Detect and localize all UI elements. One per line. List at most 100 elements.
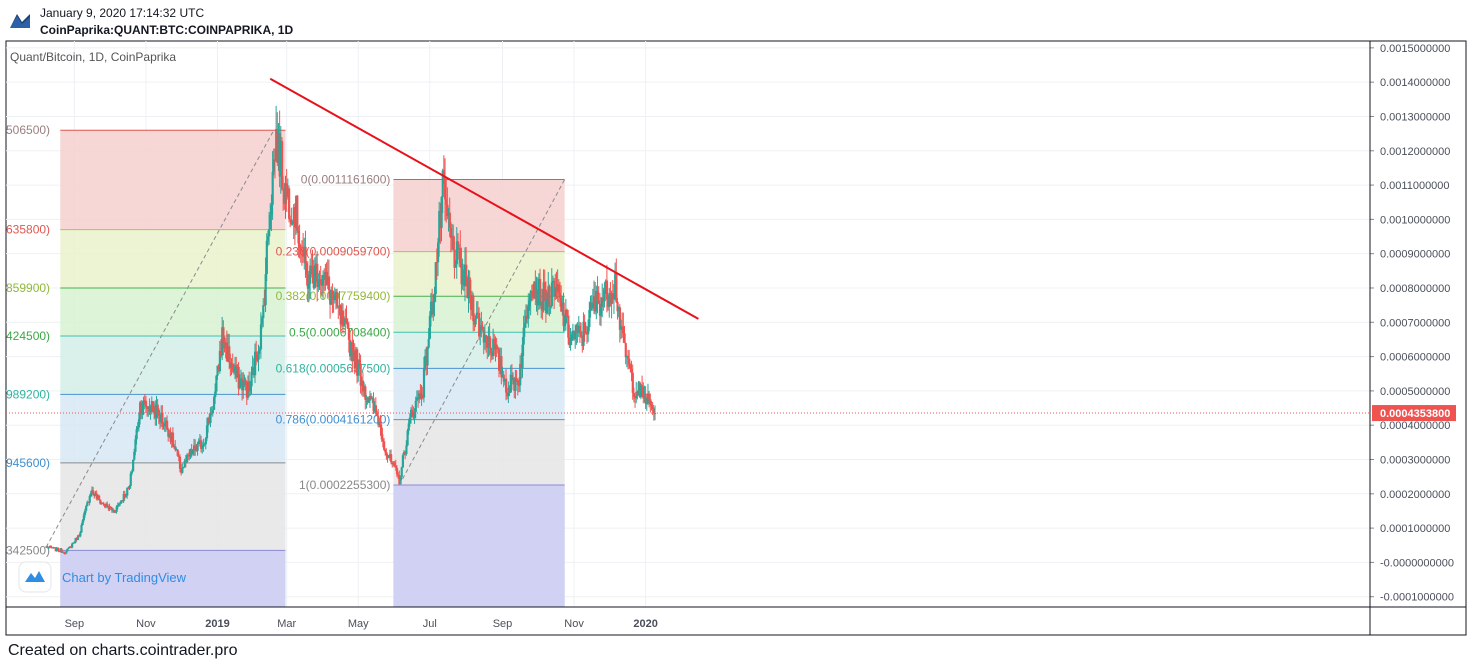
candle-body bbox=[53, 547, 56, 549]
candle-body bbox=[160, 412, 163, 423]
candle-body bbox=[637, 382, 640, 396]
candle-body bbox=[636, 391, 639, 396]
fib-level-label: 1(0.0002255300) bbox=[299, 478, 390, 492]
candle-body bbox=[48, 545, 51, 548]
candle-body bbox=[311, 266, 314, 275]
candlestick-chart[interactable]: 506500) 635800) 859900) 424500) 989200) 94560… bbox=[0, 0, 1472, 640]
candle-body bbox=[388, 454, 392, 458]
candle-body bbox=[193, 445, 196, 451]
candle-body bbox=[175, 449, 178, 451]
candle-body bbox=[302, 251, 305, 257]
candle-body bbox=[391, 462, 394, 465]
candle-body bbox=[458, 247, 461, 250]
candle-body bbox=[194, 445, 197, 451]
candle-body bbox=[154, 406, 157, 418]
candle-body bbox=[211, 409, 214, 413]
fib-zone bbox=[393, 179, 565, 252]
candle-body bbox=[72, 542, 75, 544]
candle-body bbox=[611, 293, 614, 300]
y-tick-label: 0.0014000000 bbox=[1380, 77, 1450, 89]
candle-body bbox=[431, 301, 434, 315]
x-tick-label: Nov bbox=[564, 618, 584, 630]
candle-body bbox=[453, 249, 456, 268]
fib-level-label: 0(0.0011161600) bbox=[301, 173, 391, 187]
candle-body bbox=[589, 302, 592, 310]
candle-body bbox=[307, 283, 311, 289]
candle-body bbox=[562, 302, 565, 326]
y-tick-label: 0.0001000000 bbox=[1380, 523, 1450, 535]
candle-body bbox=[415, 397, 419, 401]
candle-body bbox=[217, 365, 220, 372]
candle-body bbox=[533, 281, 536, 298]
candle-body bbox=[644, 393, 647, 404]
candle-body bbox=[360, 380, 363, 386]
candle-body bbox=[177, 455, 180, 457]
candle-body bbox=[295, 195, 298, 228]
candle-body bbox=[196, 444, 199, 451]
candle-body bbox=[638, 382, 641, 397]
candle-body bbox=[417, 397, 420, 400]
candle-body bbox=[205, 425, 209, 439]
candle-body bbox=[337, 306, 340, 308]
candle-body bbox=[447, 212, 450, 216]
fib-level-label: 635800) bbox=[6, 223, 50, 237]
fib-level-label: 945600) bbox=[6, 456, 50, 470]
candle-body bbox=[528, 300, 531, 307]
candle-body bbox=[189, 449, 192, 457]
candle-body bbox=[245, 385, 248, 398]
candle-body bbox=[149, 411, 152, 413]
candle-body bbox=[375, 412, 379, 416]
candle-body bbox=[320, 284, 324, 286]
candle-body bbox=[178, 456, 182, 469]
candle-body bbox=[230, 363, 233, 368]
candle-body bbox=[225, 342, 229, 361]
candle-body bbox=[596, 291, 599, 301]
tradingview-watermark[interactable]: Chart by TradingView bbox=[18, 561, 187, 593]
candle-body bbox=[147, 406, 150, 409]
candle-body bbox=[379, 421, 382, 428]
candle-body bbox=[306, 274, 309, 289]
candle-body bbox=[330, 290, 333, 305]
candle-body bbox=[333, 295, 336, 301]
candle-body bbox=[88, 496, 91, 503]
candle-body bbox=[433, 294, 436, 302]
candle-body bbox=[564, 309, 568, 324]
candle-body bbox=[78, 535, 81, 537]
candle-body bbox=[290, 219, 293, 225]
candle-body bbox=[268, 229, 271, 237]
fib-zone bbox=[60, 130, 286, 230]
candle-body bbox=[607, 299, 610, 308]
candle-body bbox=[364, 386, 367, 400]
candle-body bbox=[315, 263, 318, 266]
candle-body bbox=[402, 452, 406, 456]
candle-body bbox=[398, 475, 401, 485]
fib-zone bbox=[393, 419, 565, 486]
candle-body bbox=[127, 487, 130, 489]
candle-body bbox=[212, 397, 216, 410]
candle-body bbox=[209, 412, 212, 423]
candle-body bbox=[619, 326, 623, 330]
candle-body bbox=[368, 396, 372, 401]
candle-body bbox=[215, 375, 218, 392]
candle-body bbox=[597, 300, 600, 304]
candle-body bbox=[210, 412, 213, 414]
candle-body bbox=[542, 282, 545, 311]
candle-body bbox=[191, 450, 195, 455]
candle-body bbox=[554, 287, 557, 297]
candle-body bbox=[618, 307, 622, 330]
candle-body bbox=[334, 292, 338, 296]
candle-body bbox=[351, 342, 354, 362]
candle-body bbox=[558, 293, 562, 298]
candle-body bbox=[108, 506, 111, 509]
candle-body bbox=[571, 330, 575, 335]
candle-body bbox=[158, 415, 162, 423]
candle-body bbox=[485, 335, 488, 341]
candle-body bbox=[625, 355, 629, 358]
x-tick-label: Mar bbox=[277, 618, 296, 630]
candle-body bbox=[412, 413, 415, 418]
candle-body bbox=[100, 502, 103, 504]
candle-body bbox=[570, 334, 573, 341]
candle-body bbox=[649, 399, 652, 405]
fib-level-label: 0.236(0.0009059700) bbox=[276, 245, 391, 259]
candle-body bbox=[279, 141, 283, 177]
